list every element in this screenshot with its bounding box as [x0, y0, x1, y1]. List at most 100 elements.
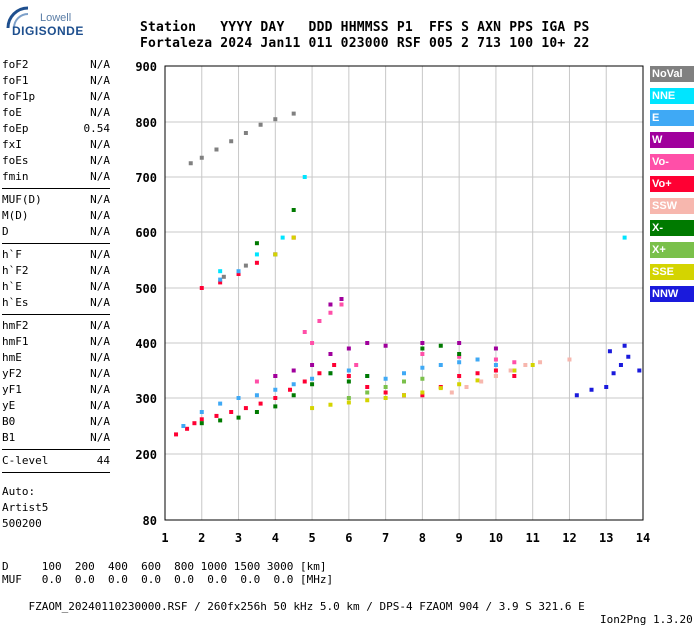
data-point-vo- [185, 426, 190, 431]
data-point-e [493, 363, 498, 367]
data-point-vo- [229, 410, 234, 414]
param-row: foF1 N/A [2, 74, 110, 90]
data-point-w [383, 343, 388, 348]
param-name: hmF2 [2, 319, 29, 332]
data-point-vo- [354, 363, 359, 367]
param-name: yF1 [2, 383, 22, 396]
data-point-nnw [604, 385, 609, 389]
data-point-x- [199, 421, 204, 426]
data-point-ssw [538, 360, 543, 365]
data-point-x- [291, 208, 296, 212]
param-row: h`F2 N/A [2, 264, 110, 280]
data-point-x- [402, 379, 406, 384]
plot-frame [164, 65, 644, 521]
data-point-ssw [464, 385, 469, 389]
y-tick-label: 500 [135, 282, 157, 296]
auto-version: 500200 [2, 517, 42, 530]
param-row: M(D) N/A [2, 209, 110, 225]
data-point-vo- [493, 368, 498, 373]
data-point-e [420, 365, 425, 370]
data-point-vo- [493, 357, 498, 362]
ionogram-chart: 1 2 3 4 5 6 7 8 9 10 11 12 13 14802003004005006007008… [135, 60, 650, 545]
param-value: N/A [90, 415, 110, 428]
param-name: foF1 [2, 74, 29, 87]
data-point-sse [328, 402, 333, 407]
data-point-w [493, 346, 498, 351]
param-row: MUF(D) N/A [2, 193, 110, 209]
param-value: N/A [90, 383, 110, 396]
param-name: fxI [2, 138, 22, 151]
param-name: foEs [2, 154, 29, 167]
param-value: N/A [90, 296, 110, 309]
data-point-vo- [317, 371, 322, 376]
param-name: h`Es [2, 296, 29, 309]
data-point-noval [258, 122, 263, 127]
param-name: foEp [2, 122, 29, 135]
data-point-noval [273, 117, 278, 122]
param-name: hmE [2, 351, 22, 364]
x-tick-label: 9 [456, 531, 463, 545]
data-point-vo- [254, 260, 259, 265]
data-point-x- [218, 418, 223, 423]
data-point-e [402, 371, 406, 376]
header-values: Fortaleza 2024 Jan11 011 023000 RSF 005 … [140, 36, 590, 51]
data-point-vo- [288, 387, 293, 392]
data-point-vo- [457, 374, 462, 378]
data-point-x- [365, 390, 370, 395]
data-point-x- [273, 404, 278, 409]
data-point-sse [383, 396, 388, 400]
legend-item: X+ [650, 242, 694, 258]
data-point-sse [346, 400, 351, 405]
ionogram-page: Lowell DIGISONDE Station YYYY DAY DDD HH… [2, 6, 694, 626]
param-name: yE [2, 399, 16, 412]
param-value: N/A [90, 106, 110, 119]
data-point-vo- [383, 390, 388, 395]
data-point-sse [475, 378, 480, 383]
data-point-e [291, 382, 296, 387]
data-point-vo- [512, 374, 517, 378]
param-row: yF2 N/A [2, 367, 110, 383]
param-group-1: foF2 N/A foF1 N/A foF1p N/A foE N/A foEp 0.54… [2, 58, 110, 186]
data-point-vo- [254, 379, 259, 384]
param-name: D [2, 225, 9, 238]
muf-values-row: MUF 0.0 0.0 0.0 0.0 0.0 0.0 0.0 0.0 [MHz… [2, 573, 334, 586]
data-point-sse [291, 235, 296, 240]
param-row: hmE N/A [2, 351, 110, 367]
data-point-vo- [258, 401, 263, 406]
auto-label: Auto: [2, 485, 36, 498]
param-value: N/A [90, 319, 110, 332]
data-point-noval [291, 111, 296, 116]
param-value: 0.54 [83, 122, 111, 135]
data-point-w [346, 346, 351, 351]
param-row: fxI N/A [2, 138, 110, 154]
data-point-w [420, 341, 425, 345]
data-point-vo- [199, 286, 204, 290]
data-point-vo- [365, 385, 370, 389]
x-tick-label: 2 [198, 531, 205, 545]
param-value: N/A [90, 280, 110, 293]
data-point-x- [328, 371, 333, 376]
data-point-nnw [607, 349, 612, 354]
x-tick-label: 5 [308, 531, 315, 545]
data-point-e [181, 424, 186, 428]
data-point-sse [512, 368, 517, 373]
data-point-vo- [457, 354, 462, 359]
data-point-w [328, 302, 333, 307]
data-point-noval [243, 131, 248, 135]
data-point-x- [236, 415, 241, 420]
data-point-noval [199, 155, 204, 160]
param-row: hmF1 N/A [2, 335, 110, 351]
data-point-vo- [475, 371, 480, 376]
param-value: N/A [90, 74, 110, 87]
y-tick-label: 300 [135, 392, 157, 406]
param-name: fmin [2, 170, 29, 183]
param-value: N/A [90, 399, 110, 412]
param-group-3: h`F N/A h`F2 N/A h`E N/A h`Es N/A [2, 248, 110, 312]
data-point-e [273, 387, 278, 392]
file-info-row: FZAOM_20240110230000.RSF / 260fx256h 50 … [2, 587, 693, 639]
x-tick-label: 3 [235, 531, 242, 545]
param-value: N/A [90, 264, 110, 277]
data-point-vo- [302, 379, 307, 384]
param-value: N/A [90, 248, 110, 261]
data-point-sse [530, 363, 535, 367]
